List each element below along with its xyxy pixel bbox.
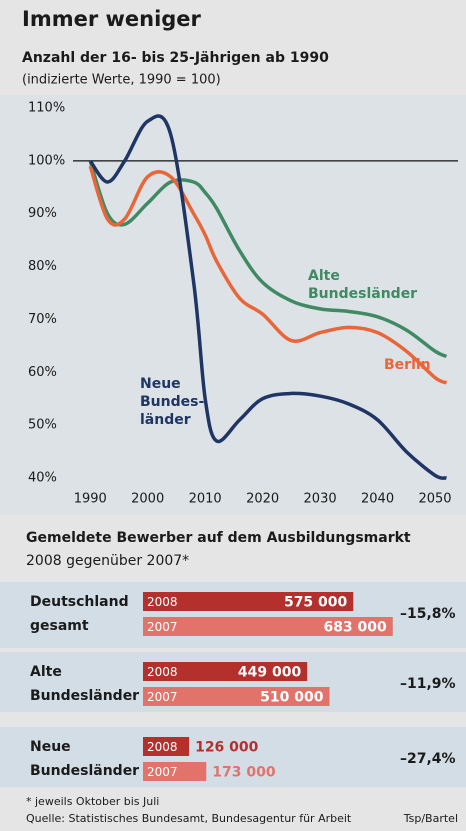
series-name: 2008 — [147, 740, 178, 754]
change-label: –15,8% — [400, 606, 456, 622]
series-label: Berlin — [384, 357, 431, 373]
series-label: Bundes- — [140, 394, 204, 410]
series-line — [88, 114, 447, 480]
value-label: 683 000 — [323, 620, 387, 636]
series-label: Bundesländer — [308, 286, 417, 302]
row-band — [0, 727, 466, 787]
value-label: 173 000 — [212, 765, 276, 781]
footnote: * jeweils Oktober bis Juli — [26, 795, 159, 808]
bar — [143, 762, 207, 781]
bar — [143, 737, 190, 756]
bar-subtitle: 2008 gegenüber 2007* — [26, 553, 189, 569]
x-tick-label: 2020 — [246, 492, 279, 507]
series-line — [88, 165, 448, 385]
value-label: 449 000 — [238, 665, 302, 681]
y-tick-label: 90% — [28, 206, 57, 221]
bar — [143, 687, 330, 706]
change-label: –27,4% — [400, 751, 456, 767]
series-label: länder — [140, 412, 191, 428]
series-label: Alte — [308, 268, 340, 284]
x-tick-label: 2030 — [304, 492, 337, 507]
series-name: 2007 — [147, 690, 178, 704]
credit: Tsp/Bartel — [403, 812, 458, 825]
y-tick-label: 40% — [28, 471, 57, 486]
value-label: 510 000 — [260, 690, 324, 706]
series-name: 2007 — [147, 620, 178, 634]
bar — [143, 662, 308, 681]
y-tick-label: 50% — [28, 418, 57, 433]
y-tick-label: 100% — [28, 153, 65, 168]
category-label: Bundesländer — [30, 688, 139, 704]
category-label: Neue — [30, 739, 71, 755]
x-tick-label: 2040 — [361, 492, 394, 507]
y-tick-label: 60% — [28, 365, 57, 380]
source: Quelle: Statistisches Bundesamt, Bundesa… — [26, 812, 352, 825]
x-tick-label: 2000 — [131, 492, 164, 507]
x-tick-label: 2010 — [189, 492, 222, 507]
bar-title: Gemeldete Bewerber auf dem Ausbildungsma… — [26, 530, 411, 546]
series-label: Neue — [140, 376, 181, 392]
chart-title: Immer weniger — [22, 7, 202, 31]
value-label: 575 000 — [284, 595, 348, 611]
change-label: –11,9% — [400, 676, 456, 692]
row-band — [0, 582, 466, 648]
bar — [143, 592, 354, 611]
category-label: gesamt — [30, 618, 89, 634]
chart-subtitle: Anzahl der 16- bis 25-Jährigen ab 1990 — [22, 50, 329, 66]
chart-note: (indizierte Werte, 1990 = 100) — [22, 73, 221, 88]
bar — [143, 617, 393, 636]
series-line — [88, 160, 448, 359]
plot-background — [0, 95, 466, 515]
y-tick-label: 110% — [28, 101, 65, 116]
value-label: 126 000 — [195, 740, 259, 756]
category-label: Bundesländer — [30, 763, 139, 779]
category-label: Alte — [30, 664, 62, 680]
category-label: Deutschland — [30, 594, 129, 610]
y-tick-label: 80% — [28, 259, 57, 274]
x-tick-label: 1990 — [74, 492, 107, 507]
y-tick-label: 70% — [28, 312, 57, 327]
series-name: 2008 — [147, 665, 178, 679]
x-tick-label: 2050 — [418, 492, 451, 507]
series-name: 2008 — [147, 595, 178, 609]
series-name: 2007 — [147, 765, 178, 779]
